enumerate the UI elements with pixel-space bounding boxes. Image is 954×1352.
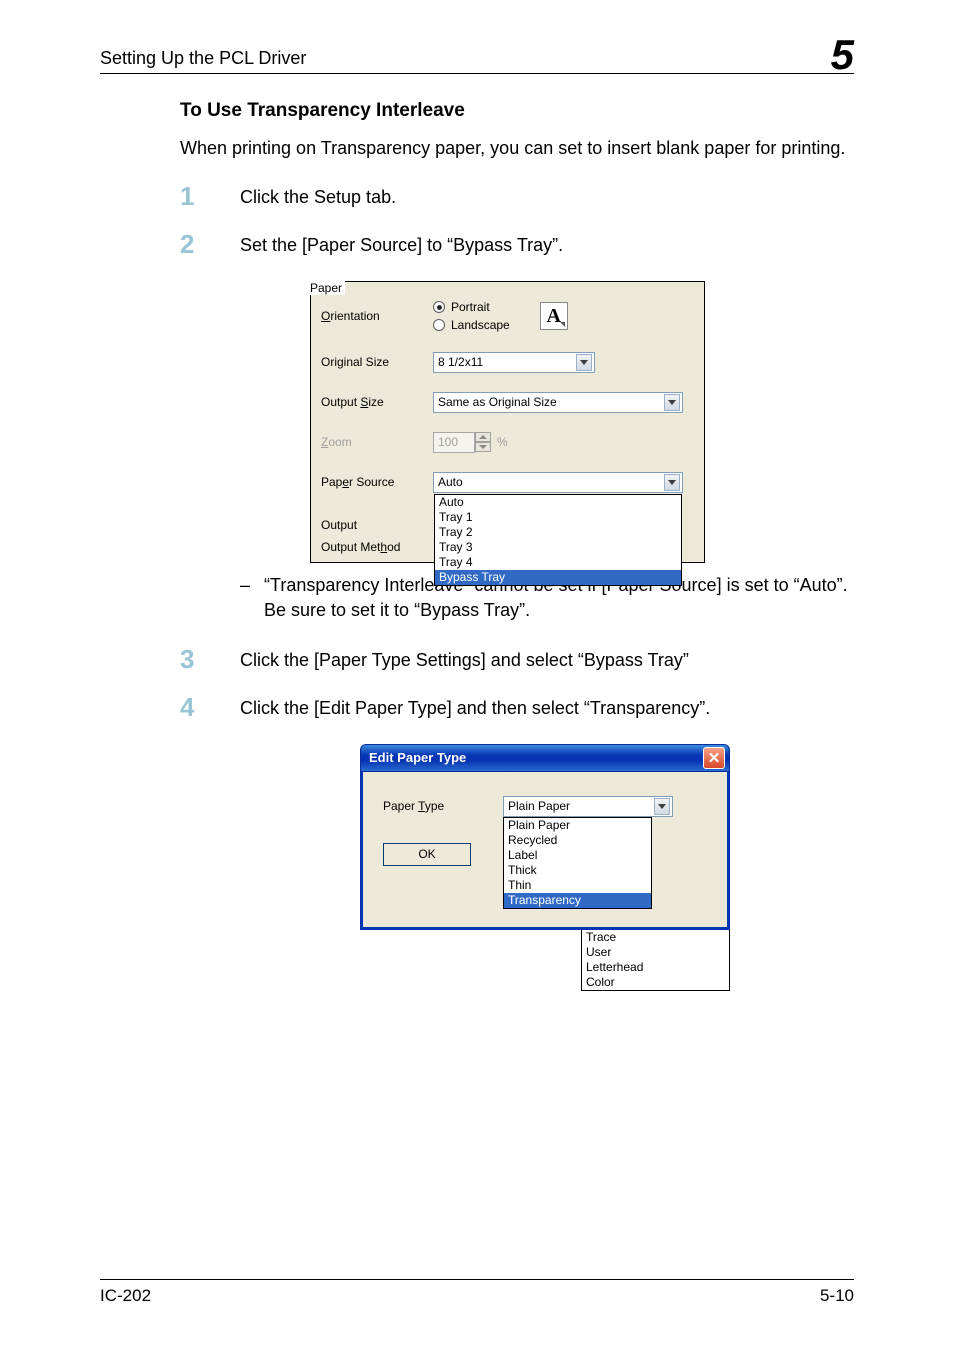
zoom-percent: % xyxy=(497,435,508,449)
dropdown-option[interactable]: Tray 3 xyxy=(435,540,681,555)
screenshot-edit-paper-type: Edit Paper Type ✕ Paper Type OK Plain Pa… xyxy=(360,744,730,991)
output-method-label: Output Method xyxy=(321,540,400,554)
ok-button[interactable]: OK xyxy=(383,843,471,866)
dropdown-option[interactable]: Recycled xyxy=(504,833,651,848)
chevron-down-icon xyxy=(576,354,592,371)
step-3: 3 Click the [Paper Type Settings] and se… xyxy=(180,648,854,676)
groupbox-label: Paper xyxy=(310,281,345,295)
radio-portrait[interactable]: Portrait xyxy=(433,300,510,314)
chapter-number: 5 xyxy=(831,31,854,79)
dropdown-option[interactable]: Thick xyxy=(504,863,651,878)
footer-right: 5-10 xyxy=(820,1286,854,1306)
radio-label: Landscape xyxy=(451,318,510,332)
chevron-down-icon xyxy=(664,474,680,491)
spinner-up-icon xyxy=(475,432,491,442)
step-1: 1 Click the Setup tab. xyxy=(180,185,854,213)
combo-value: Same as Original Size xyxy=(438,395,664,409)
dropdown-option[interactable]: Auto xyxy=(435,495,681,510)
step-number: 2 xyxy=(180,229,194,260)
paper-type-dropdown-overflow[interactable]: Trace User Letterhead Color xyxy=(581,930,730,991)
step-2: 2 Set the [Paper Source] to “Bypass Tray… xyxy=(180,233,854,261)
spinner-down-icon xyxy=(475,442,491,452)
dropdown-option[interactable]: Tray 2 xyxy=(435,525,681,540)
dropdown-option[interactable]: Label xyxy=(504,848,651,863)
paper-source-dropdown[interactable]: Auto Tray 1 Tray 2 Tray 3 Tray 4 Bypass … xyxy=(434,494,682,586)
paper-type-label: Paper Type xyxy=(383,796,479,813)
zoom-spinner: 100 % xyxy=(433,432,508,453)
step-text: Click the [Edit Paper Type] and then sel… xyxy=(240,698,710,718)
dropdown-option[interactable]: Color xyxy=(582,975,729,990)
output-size-label: Output Size xyxy=(321,395,433,409)
dropdown-option[interactable]: Letterhead xyxy=(582,960,729,975)
paper-source-combo[interactable]: Auto Pap Auto Tray 1 Tray 2 Tray 3 Tray … xyxy=(433,472,683,493)
combo-value: 8 1/2x11 xyxy=(438,355,576,369)
dropdown-option-selected[interactable]: Bypass Tray xyxy=(435,570,681,585)
dialog-title: Edit Paper Type xyxy=(369,750,703,765)
radio-icon xyxy=(433,319,445,331)
footer-left: IC-202 xyxy=(100,1286,151,1306)
dropdown-option[interactable]: Tray 4 xyxy=(435,555,681,570)
step-number: 3 xyxy=(180,644,194,675)
paper-type-combo[interactable]: Plain Paper xyxy=(503,796,673,817)
paper-source-label: Paper Source xyxy=(321,475,433,489)
dropdown-option[interactable]: User xyxy=(582,945,729,960)
dropdown-option[interactable]: Trace xyxy=(582,930,729,945)
chevron-down-icon xyxy=(654,798,670,815)
page-footer: IC-202 5-10 xyxy=(100,1279,854,1306)
original-size-combo[interactable]: 8 1/2x11 xyxy=(433,352,595,373)
orientation-label: Orientation xyxy=(321,309,433,323)
radio-icon xyxy=(433,301,445,313)
step-number: 1 xyxy=(180,181,194,212)
combo-value: Auto xyxy=(438,475,664,489)
dropdown-option-selected[interactable]: Transparency xyxy=(504,893,651,908)
step-text: Click the [Paper Type Settings] and sele… xyxy=(240,650,689,670)
output-group-label: Output xyxy=(321,518,357,532)
dropdown-option[interactable]: Plain Paper xyxy=(504,818,651,833)
note-dash: – xyxy=(240,573,264,623)
section-heading: To Use Transparency Interleave xyxy=(180,100,854,122)
original-size-label: Original Size xyxy=(321,355,433,369)
dropdown-option[interactable]: Thin xyxy=(504,878,651,893)
zoom-label: Zoom xyxy=(321,435,433,449)
paper-type-dropdown[interactable]: Plain Paper Recycled Label Thick Thin Tr… xyxy=(503,817,652,909)
radio-landscape[interactable]: Landscape xyxy=(433,318,510,332)
screenshot-paper-panel: Paper Orientation Portrait Landscape A O… xyxy=(310,281,705,563)
step-text: Set the [Paper Source] to “Bypass Tray”. xyxy=(240,235,563,255)
header-title: Setting Up the PCL Driver xyxy=(100,48,306,69)
close-button[interactable]: ✕ xyxy=(703,747,725,769)
zoom-value: 100 xyxy=(433,432,475,453)
step-number: 4 xyxy=(180,692,194,723)
dialog-titlebar: Edit Paper Type ✕ xyxy=(360,744,730,772)
combo-value: Plain Paper xyxy=(508,799,654,813)
output-size-combo[interactable]: Same as Original Size xyxy=(433,392,683,413)
step-4: 4 Click the [Edit Paper Type] and then s… xyxy=(180,696,854,724)
page-header: Setting Up the PCL Driver 5 xyxy=(100,36,854,74)
dialog-body: Paper Type OK Plain Paper Plain Paper Re… xyxy=(360,772,730,930)
step-text: Click the Setup tab. xyxy=(240,187,396,207)
dropdown-option[interactable]: Tray 1 xyxy=(435,510,681,525)
close-icon: ✕ xyxy=(708,749,721,767)
section-intro: When printing on Transparency paper, you… xyxy=(180,136,854,161)
chevron-down-icon xyxy=(664,394,680,411)
orientation-preview-icon: A xyxy=(540,302,568,330)
radio-label: Portrait xyxy=(451,300,490,314)
